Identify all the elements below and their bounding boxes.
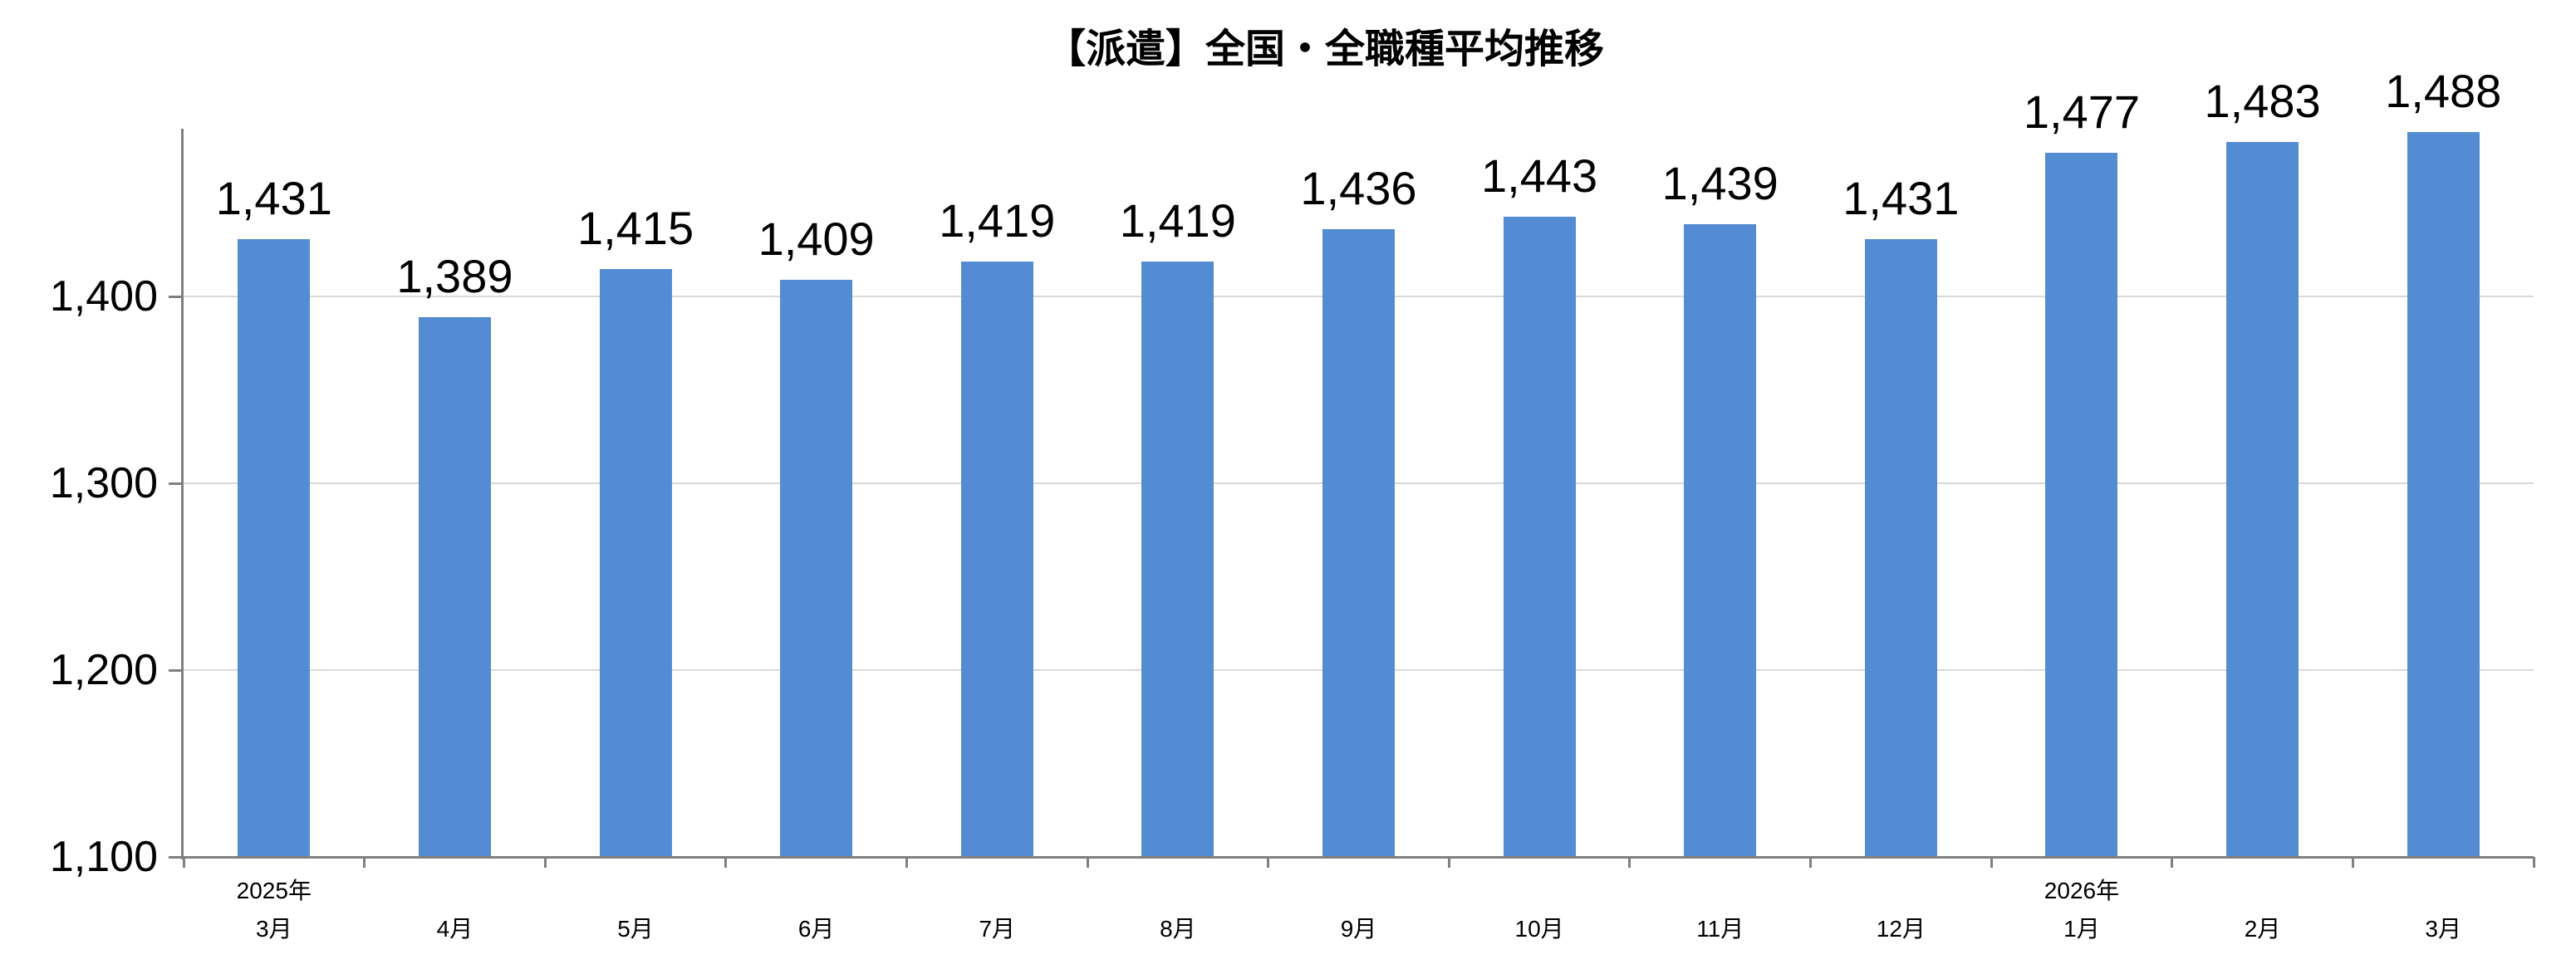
bar bbox=[599, 268, 672, 857]
bar-value-label: 1,436 bbox=[1300, 162, 1417, 215]
bar-value-label: 1,415 bbox=[577, 201, 694, 254]
x-axis-label: 10月 bbox=[1514, 916, 1564, 942]
bar-value-label: 1,443 bbox=[1481, 149, 1598, 202]
bar bbox=[960, 261, 1033, 857]
bar-value-label: 1,477 bbox=[2023, 86, 2141, 139]
bar-value-label: 1,419 bbox=[939, 193, 1056, 247]
x-axis-line bbox=[169, 855, 2534, 859]
y-tick-label: 1,300 bbox=[49, 459, 158, 508]
x-tick bbox=[1447, 857, 1450, 868]
x-tick bbox=[1809, 857, 1813, 868]
bar-value-label: 1,431 bbox=[215, 171, 332, 224]
y-axis-line bbox=[181, 129, 184, 859]
x-tick bbox=[1628, 857, 1631, 868]
y-tick bbox=[169, 855, 184, 859]
bar-value-label: 1,419 bbox=[1119, 193, 1236, 247]
x-tick bbox=[2532, 857, 2535, 868]
bar bbox=[2226, 141, 2299, 857]
x-axis-label: 3月 bbox=[256, 916, 292, 942]
x-axis-label: 9月 bbox=[1340, 916, 1377, 942]
bar-value-label: 1,439 bbox=[1661, 156, 1779, 209]
bar-value-label: 1,431 bbox=[1842, 171, 1960, 224]
bar bbox=[418, 317, 491, 857]
x-tick bbox=[1990, 857, 1993, 868]
x-axis-year-label: 2025年 bbox=[236, 878, 312, 903]
x-tick bbox=[724, 857, 728, 868]
y-tick-label: 1,200 bbox=[49, 646, 158, 695]
x-tick bbox=[905, 857, 908, 868]
bar bbox=[238, 238, 311, 857]
x-tick bbox=[1086, 857, 1089, 868]
x-tick bbox=[363, 857, 366, 868]
bar bbox=[2045, 153, 2118, 857]
bar-value-label: 1,389 bbox=[396, 250, 513, 303]
x-tick bbox=[543, 857, 547, 868]
x-axis-label: 6月 bbox=[797, 916, 835, 942]
y-tick bbox=[169, 482, 184, 485]
x-axis-label: 11月 bbox=[1696, 916, 1744, 942]
bar bbox=[1322, 229, 1395, 857]
bar bbox=[1141, 261, 1214, 857]
x-axis-label: 2月 bbox=[2244, 916, 2281, 942]
bar bbox=[1503, 216, 1576, 857]
bar bbox=[2407, 132, 2480, 857]
bar bbox=[1684, 223, 1757, 857]
x-tick bbox=[1267, 857, 1270, 868]
bar-value-label: 1,488 bbox=[2385, 65, 2502, 118]
bar bbox=[1864, 238, 1937, 857]
x-tick bbox=[2171, 857, 2174, 868]
y-tick bbox=[169, 295, 184, 298]
x-axis-label: 1月 bbox=[2063, 916, 2100, 942]
bar bbox=[780, 280, 853, 857]
bar-value-label: 1,483 bbox=[2204, 74, 2321, 127]
x-axis-label: 5月 bbox=[617, 916, 654, 942]
x-axis-label: 7月 bbox=[979, 916, 1016, 942]
x-axis-label: 12月 bbox=[1876, 916, 1926, 942]
x-axis-label: 8月 bbox=[1160, 916, 1196, 942]
chart-title: 【派遣】全国・全職種平均推移 bbox=[1045, 27, 1605, 71]
bar-value-label: 1,409 bbox=[758, 213, 875, 266]
x-tick bbox=[2351, 857, 2354, 868]
x-axis-label: 3月 bbox=[2425, 916, 2461, 942]
y-tick-label: 1,100 bbox=[49, 833, 158, 881]
y-tick bbox=[169, 668, 184, 672]
x-axis-year-label: 2026年 bbox=[2044, 878, 2120, 903]
x-axis-label: 4月 bbox=[436, 916, 473, 942]
y-tick-label: 1,400 bbox=[49, 272, 158, 321]
x-tick bbox=[182, 857, 185, 868]
